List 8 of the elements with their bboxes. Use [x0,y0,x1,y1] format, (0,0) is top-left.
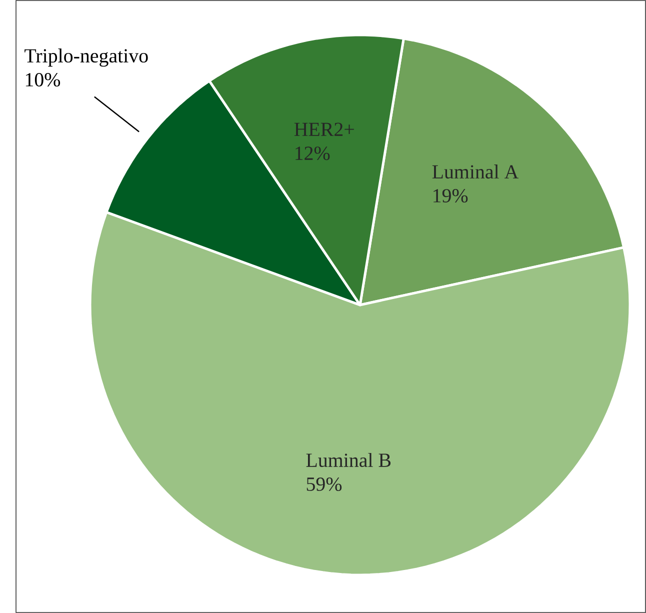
slice-label: Luminal B [306,452,391,468]
slice-label: Triplo-negativo [24,48,148,67]
slice-label: HER2+ [294,122,354,136]
slice-label: Luminal A [432,164,519,179]
data-label: 19% [434,189,468,203]
data-label: 12% [296,146,330,160]
data-label: 59% [306,477,342,491]
data-label: 10% [26,73,60,87]
